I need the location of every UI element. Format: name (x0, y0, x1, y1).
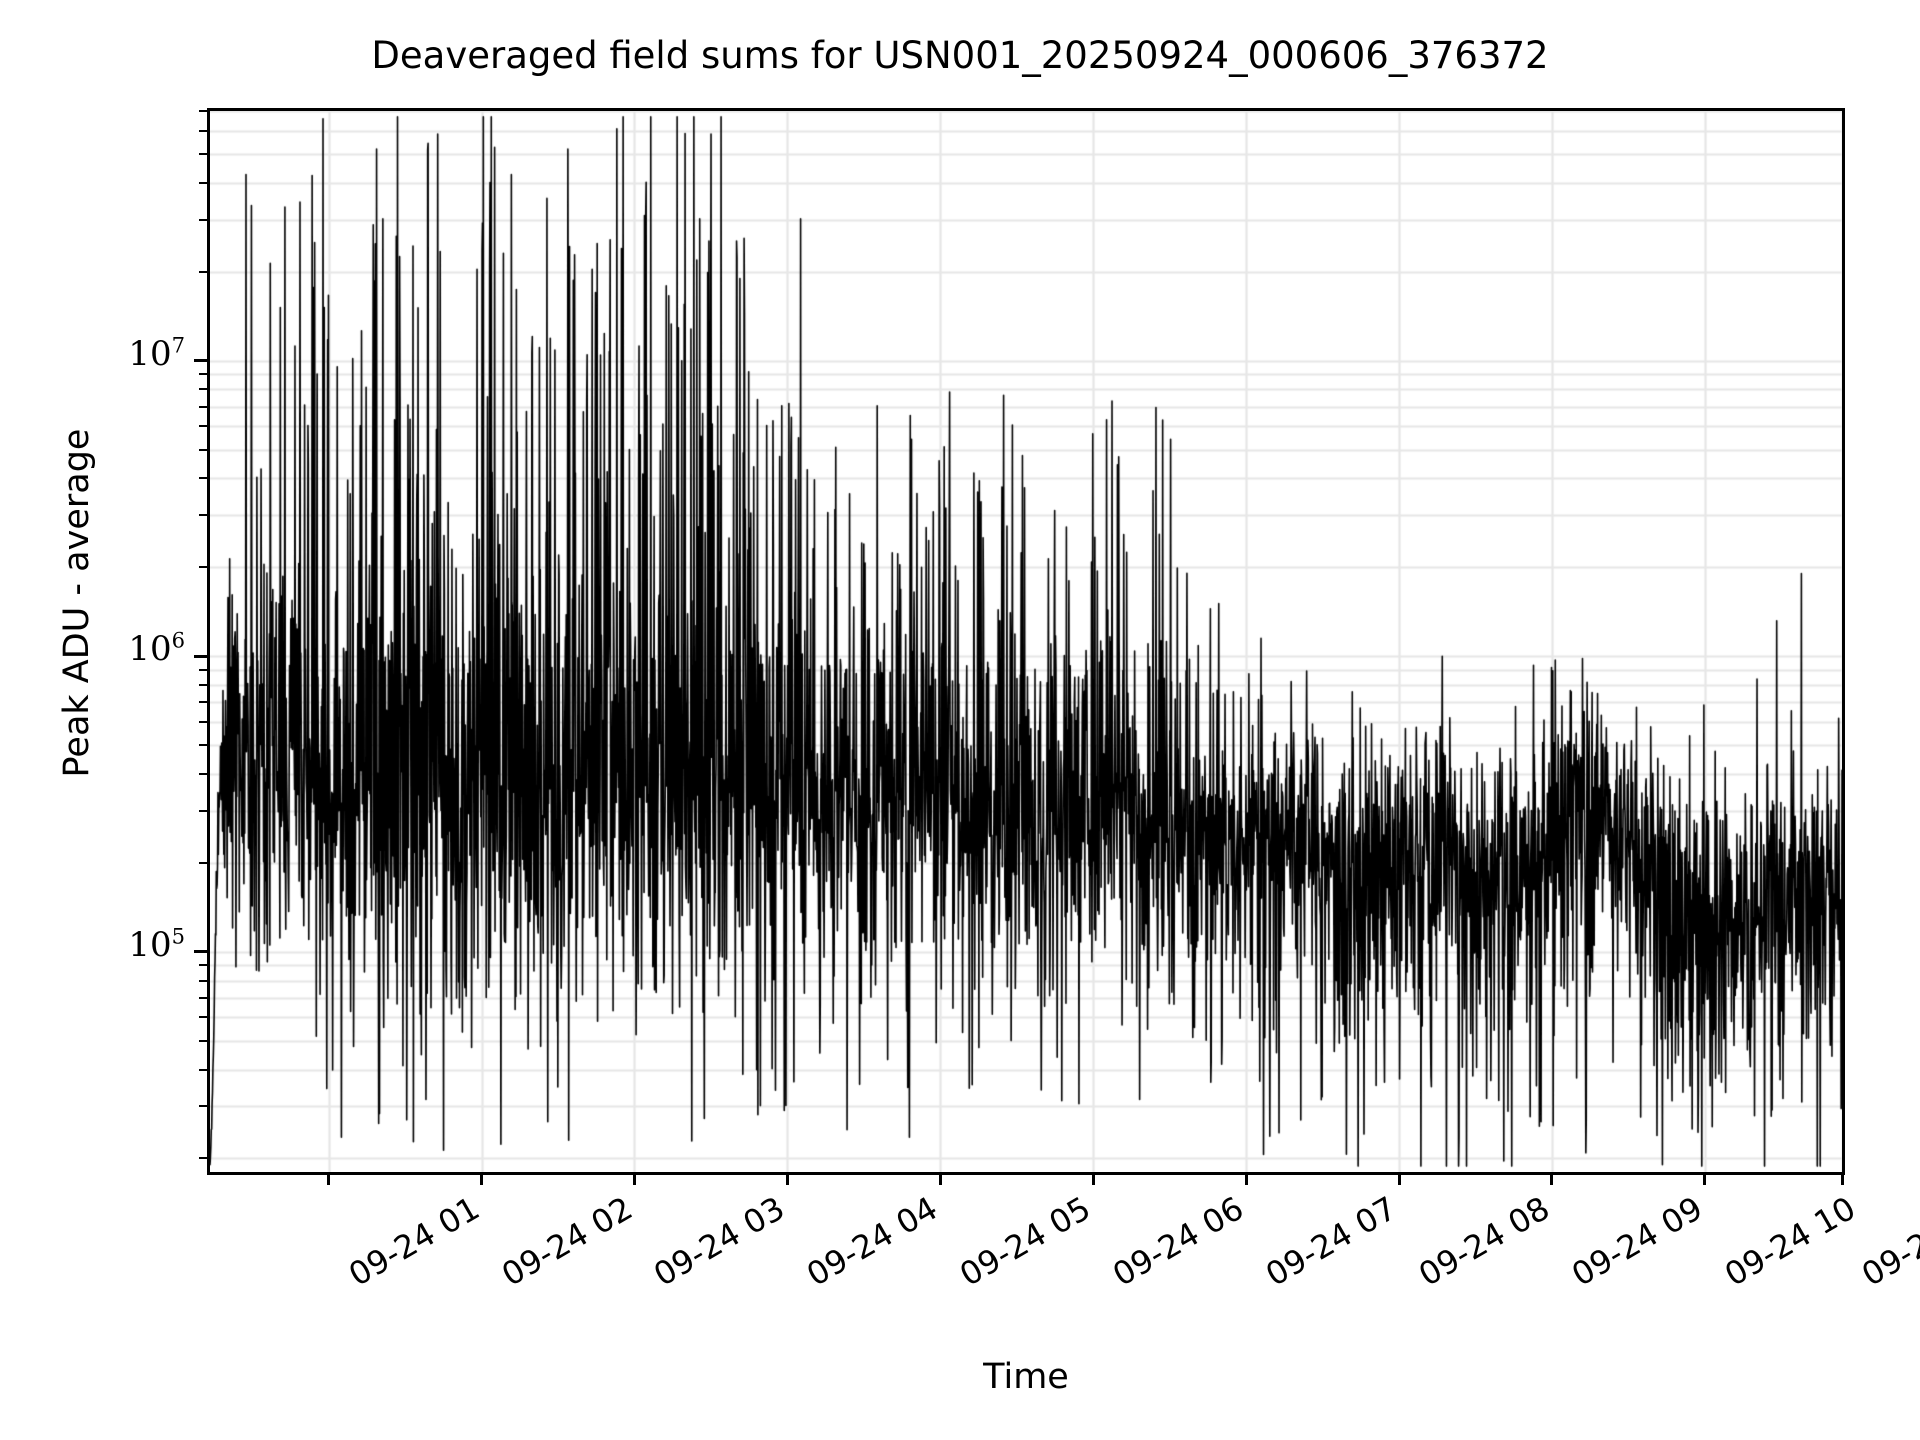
y-tick-minor (199, 477, 207, 480)
x-tick-label: 09-24 08 (1412, 1189, 1556, 1294)
x-tick-label: 09-24 06 (1106, 1189, 1251, 1294)
y-tick-minor (199, 566, 207, 569)
x-tick-major (1091, 1172, 1095, 1185)
y-tick-major (194, 950, 207, 954)
y-tick-minor (199, 153, 207, 156)
x-tick-label: 09-24 07 (1259, 1189, 1404, 1294)
y-tick-minor (199, 772, 207, 775)
x-tick-label: 09-24 03 (647, 1189, 792, 1294)
x-tick-label: 09-24 02 (494, 1189, 639, 1294)
y-tick-minor (199, 979, 207, 982)
x-tick-major (327, 1172, 331, 1185)
x-axis-label: Time (983, 1357, 1069, 1397)
y-tick-minor (199, 964, 207, 967)
y-tick-minor (199, 668, 207, 671)
x-tick-major (480, 1172, 484, 1185)
y-tick-minor (199, 1068, 207, 1071)
x-tick-label: 09-24 11 (1855, 1189, 1920, 1294)
y-tick-minor (199, 388, 207, 391)
x-tick-major (1397, 1172, 1401, 1185)
y-tick-minor (199, 129, 207, 132)
y-tick-minor (199, 809, 207, 812)
plot-area (207, 108, 1845, 1175)
x-tick-label: 09-24 09 (1565, 1189, 1709, 1294)
x-tick-major (632, 1172, 636, 1185)
data-series-layer (210, 111, 1842, 1172)
y-tick-minor (199, 1016, 207, 1019)
y-tick-minor (199, 683, 207, 686)
y-tick-minor (199, 1157, 207, 1160)
y-axis-label: Peak ADU - average (57, 428, 97, 778)
x-tick-major (1244, 1172, 1248, 1185)
y-tick-minor (199, 996, 207, 999)
y-tick-label: 105 (128, 923, 185, 965)
x-tick-label: 09-24 05 (953, 1189, 1098, 1294)
x-tick-major (1550, 1172, 1554, 1185)
y-tick-minor (199, 861, 207, 864)
y-tick-minor (199, 514, 207, 517)
y-tick-major (194, 654, 207, 658)
y-tick-minor (199, 181, 207, 184)
y-tick-minor (199, 744, 207, 747)
y-tick-minor (199, 1105, 207, 1108)
x-tick-major (785, 1172, 789, 1185)
x-tick-label: 09-24 04 (800, 1189, 945, 1294)
y-tick-label: 107 (128, 332, 185, 374)
y-tick-minor (199, 405, 207, 408)
x-tick-major (1703, 1172, 1707, 1185)
y-tick-label: 106 (128, 628, 185, 670)
y-tick-minor (199, 373, 207, 376)
x-tick-label: 09-24 01 (341, 1189, 486, 1294)
y-tick-minor (199, 1039, 207, 1042)
y-tick-major (194, 359, 207, 363)
y-tick-minor (199, 110, 207, 112)
y-tick-minor (199, 425, 207, 428)
y-tick-minor (199, 448, 207, 451)
y-tick-minor (199, 270, 207, 273)
page-title: Deaveraged field sums for USN001_2025092… (371, 34, 1549, 77)
y-tick-minor (199, 720, 207, 723)
y-tick-minor (199, 701, 207, 704)
y-tick-minor (199, 218, 207, 221)
x-tick-label: 09-24 10 (1718, 1189, 1862, 1294)
x-tick-major (1840, 1172, 1844, 1185)
x-tick-major (938, 1172, 942, 1185)
